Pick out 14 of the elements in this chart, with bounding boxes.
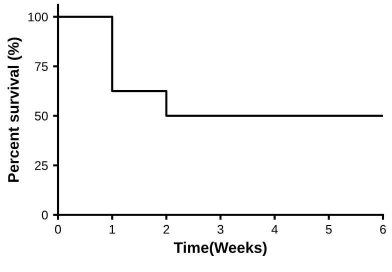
x-tick-label: 5 [326,225,332,234]
x-tick-label: 1 [110,225,116,234]
x-tick-label: 2 [163,224,170,234]
y-tick-label: 25 [35,161,48,170]
x-tick-label: 4 [271,225,278,234]
y-tick-label: 50 [34,112,48,120]
x-tick-label: 6 [380,224,386,234]
y-axis-title: Percent survival (%) [8,38,22,182]
y-tick-label: 75 [35,62,48,71]
x-tick-label: 3 [218,224,224,234]
y-tick-label: 0 [42,210,48,220]
x-tick-label: 0 [55,224,62,234]
y-tick-label: 100 [28,12,48,22]
x-axis-title: Time(Weeks) [174,242,267,256]
